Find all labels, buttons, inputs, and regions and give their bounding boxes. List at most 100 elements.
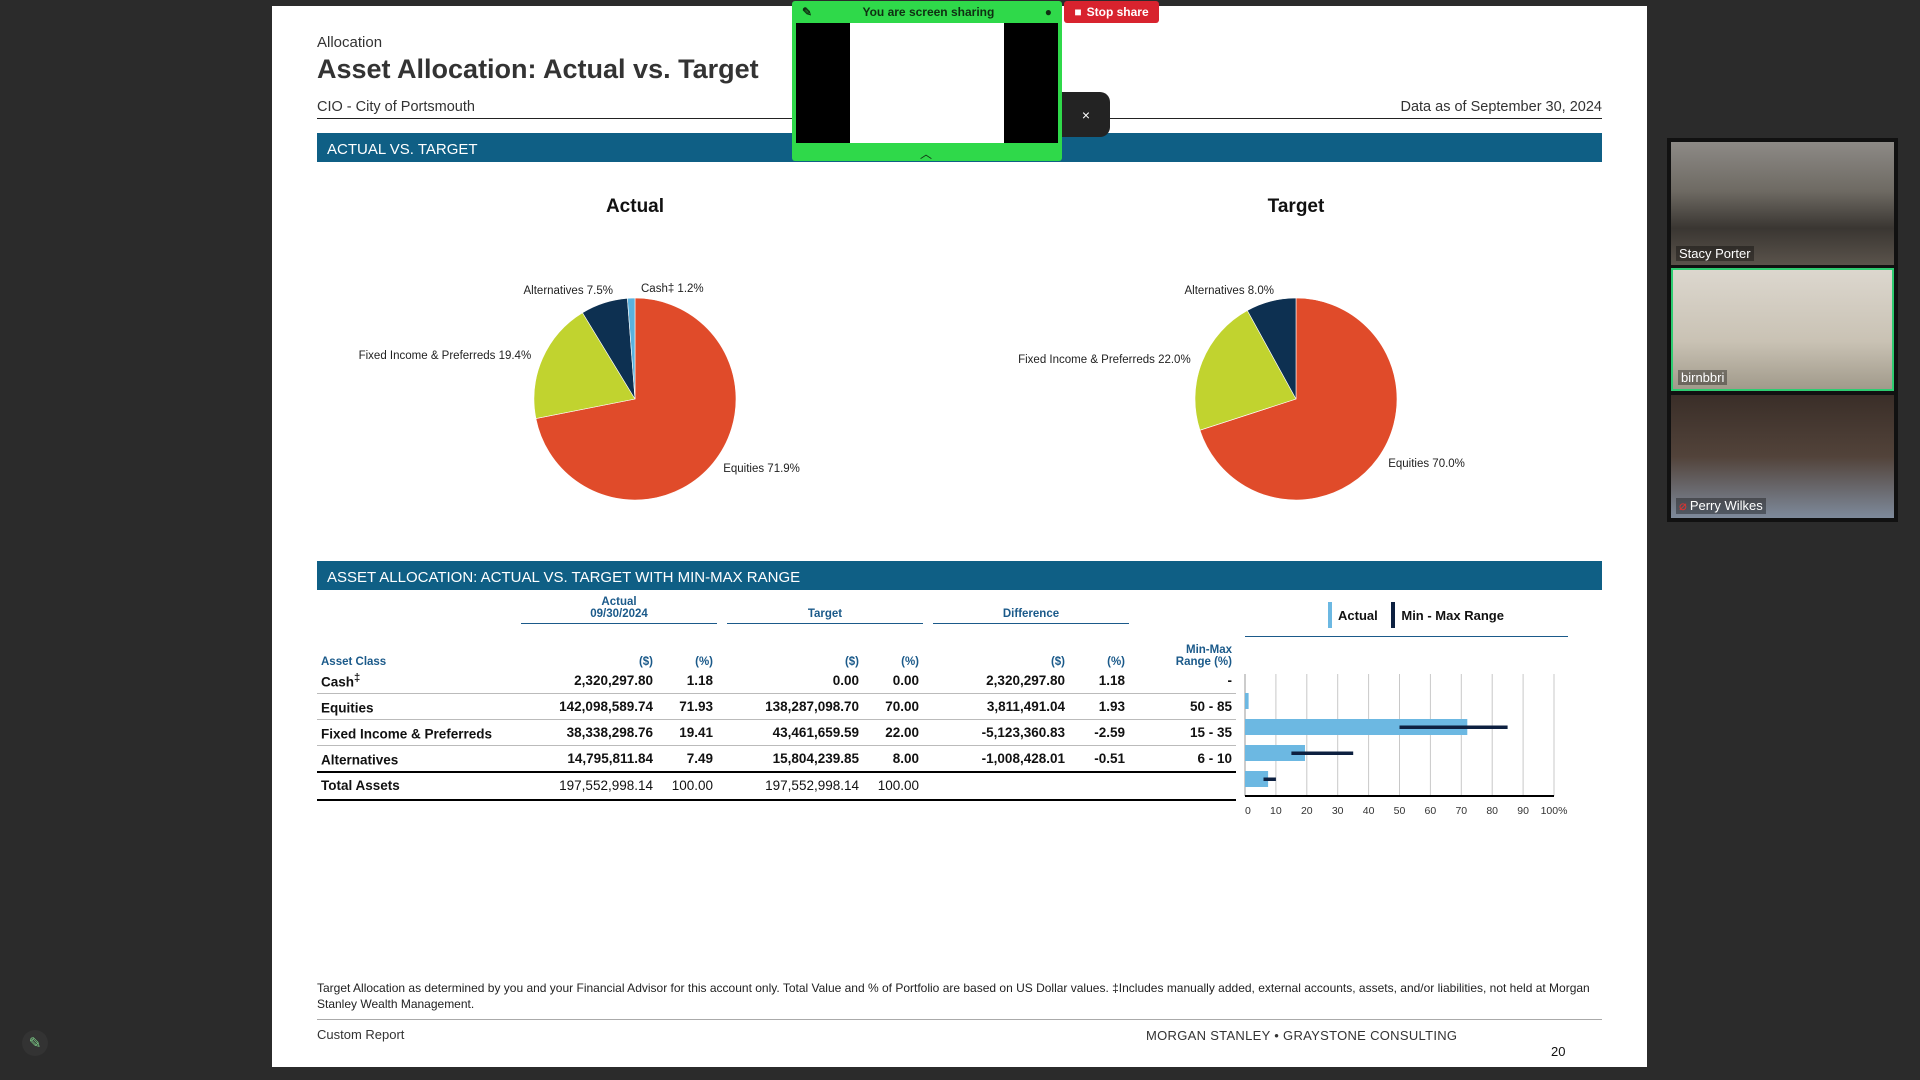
col-diff-pct: (%) <box>1107 655 1125 668</box>
diff-pct-cell: 1.93 <box>1069 693 1129 720</box>
target-pct-cell: 70.00 <box>863 693 923 720</box>
actual-usd-cell: 2,320,297.80 <box>521 667 657 694</box>
diff-pct-cell: 1.18 <box>1069 667 1129 694</box>
actual-usd-cell: 38,338,298.76 <box>521 719 657 746</box>
pie-label: Alternatives 8.0% <box>1185 285 1275 297</box>
x-tick-label: 40 <box>1363 805 1375 817</box>
x-tick-label: 100% <box>1541 805 1568 817</box>
pie-slice <box>1199 297 1398 501</box>
share-pin-icon[interactable]: ✎ <box>802 4 813 19</box>
page-number: 20 <box>1551 1044 1566 1059</box>
target-usd-cell: 15,804,239.85 <box>727 745 863 773</box>
x-tick-label: 0 <box>1245 805 1251 817</box>
asset-class-cell: Equities <box>317 693 521 720</box>
group-target: Target <box>727 596 923 624</box>
target-usd-cell: 43,461,659.59 <box>727 719 863 746</box>
pie-target: Target Equities 70.0% Fixed Income & Prefe… <box>1018 196 1465 501</box>
x-tick-label: 20 <box>1301 805 1313 817</box>
stop-icon: ■ <box>1074 5 1082 19</box>
actual-pct-cell: 7.49 <box>657 745 717 773</box>
target-pct-cell: 8.00 <box>863 745 923 773</box>
annotate-pen-icon[interactable]: ✎ <box>22 1030 48 1056</box>
footnote: Target Allocation as determined by you a… <box>317 981 1590 1011</box>
x-tick-label: 60 <box>1425 805 1437 817</box>
shared-document: Allocation Asset Allocation: Actual vs. … <box>272 6 1647 1067</box>
range-bar <box>1263 777 1276 781</box>
legend-range-swatch <box>1391 602 1396 628</box>
pie-label: Equities 70.0% <box>1388 458 1465 470</box>
range-bar <box>1291 751 1354 755</box>
col-target-usd: ($) <box>844 655 859 668</box>
stop-share-button[interactable]: ■ Stop share <box>1064 1 1159 23</box>
legend-range: Min - Max Range <box>1391 602 1504 628</box>
chevron-up-icon[interactable]: ︿ <box>920 147 933 161</box>
col-diff-usd: ($) <box>1050 655 1065 668</box>
target-pct-cell: 0.00 <box>863 667 923 694</box>
range-cell: - <box>1129 667 1236 694</box>
pie-title: Actual <box>606 196 664 217</box>
col-asset-class: Asset Class <box>321 655 387 668</box>
asset-class-cell: Alternatives <box>317 745 521 773</box>
footer-divider <box>317 1019 1602 1020</box>
close-icon[interactable]: × <box>1062 92 1110 137</box>
actual-bar <box>1245 719 1468 735</box>
diff-pct-cell: -0.51 <box>1069 745 1129 773</box>
table-row: Fixed Income & Preferreds 38,338,298.76 … <box>317 719 1236 746</box>
total-row: Total Assets 197,552,998.14 100.00 197,5… <box>317 771 1236 801</box>
footer-brand: MORGAN STANLEY • GRAYSTONE CONSULTING <box>1146 1028 1458 1043</box>
diff-usd-cell: 3,811,491.04 <box>933 693 1069 720</box>
actual-bar <box>1245 745 1305 761</box>
actual-pct-cell: 1.18 <box>657 667 717 694</box>
range-cell: 15 - 35 <box>1129 719 1236 746</box>
diff-usd-cell: -5,123,360.83 <box>933 719 1069 746</box>
pie-label: Cash‡ 1.2% <box>641 283 704 295</box>
pie-charts: Actual Equities 71.9% Fixed Income & Prefe… <box>359 196 1465 501</box>
range-cell: 6 - 10 <box>1129 745 1236 773</box>
col-actual-pct: (%) <box>695 655 713 668</box>
x-tick-label: 50 <box>1394 805 1406 817</box>
page-title: Asset Allocation: Actual vs. Target <box>317 54 759 84</box>
total-actual-pct: 100.00 <box>657 771 717 801</box>
participant-tile[interactable]: ⌀ Perry Wilkes <box>1671 395 1894 518</box>
allocation-table: Actual 09/30/2024 Target Difference Asset… <box>317 596 1236 801</box>
screen-share-indicator[interactable]: ✎ You are screen sharing ● ︿ <box>792 1 1062 161</box>
table-row: Cash‡ 2,320,297.80 1.18 0.00 0.00 2,320,… <box>317 667 1236 694</box>
actual-pct-cell: 19.41 <box>657 719 717 746</box>
participant-tile-active[interactable]: birnbbri <box>1671 268 1894 391</box>
participant-name: Perry Wilkes <box>1689 498 1763 513</box>
participant-gallery: Stacy Porter birnbbri ⌀ Perry Wilkes <box>1667 138 1898 522</box>
report-eyebrow: Allocation <box>317 34 383 51</box>
pie-slice <box>533 312 636 419</box>
target-pct-cell: 22.00 <box>863 719 923 746</box>
total-label: Total Assets <box>317 771 521 801</box>
pie-slice <box>535 297 737 501</box>
x-tick-label: 10 <box>1270 805 1282 817</box>
table-row: Equities 142,098,589.74 71.93 138,287,09… <box>317 693 1236 720</box>
actual-bar <box>1245 693 1249 709</box>
pie-label: Fixed Income & Preferreds 22.0% <box>1018 354 1191 366</box>
actual-usd-cell: 14,795,811.84 <box>521 745 657 773</box>
pie-title: Target <box>1268 196 1325 217</box>
participant-name: Stacy Porter <box>1676 246 1754 261</box>
participant-name: birnbbri <box>1678 370 1728 385</box>
col-actual-usd: ($) <box>638 655 653 668</box>
total-target-usd: 197,552,998.14 <box>727 771 863 801</box>
pie-slice <box>627 297 636 400</box>
pie-slice <box>1194 310 1297 431</box>
bar-legend: Actual Min - Max Range <box>1328 602 1514 631</box>
actual-usd-cell: 142,098,589.74 <box>521 693 657 720</box>
share-preview-thumbnail[interactable] <box>796 23 1058 143</box>
x-tick-label: 70 <box>1455 805 1467 817</box>
diff-usd-cell: -1,008,428.01 <box>933 745 1069 773</box>
participant-tile[interactable]: Stacy Porter <box>1671 142 1894 265</box>
group-header-row: Actual 09/30/2024 Target Difference <box>317 596 1236 624</box>
x-tick-label: 80 <box>1486 805 1498 817</box>
total-actual-usd: 197,552,998.14 <box>521 771 657 801</box>
x-tick-label: 90 <box>1517 805 1529 817</box>
section-band-allocation-range: ASSET ALLOCATION: ACTUAL VS. TARGET WITH… <box>317 561 1602 590</box>
target-usd-cell: 0.00 <box>727 667 863 694</box>
column-header-row: Asset Class ($) (%) ($) (%) ($) (%) Min-… <box>317 624 1236 668</box>
asset-class-cell: Cash‡ <box>317 667 521 694</box>
pie-label: Fixed Income & Preferreds 19.4% <box>359 350 532 362</box>
